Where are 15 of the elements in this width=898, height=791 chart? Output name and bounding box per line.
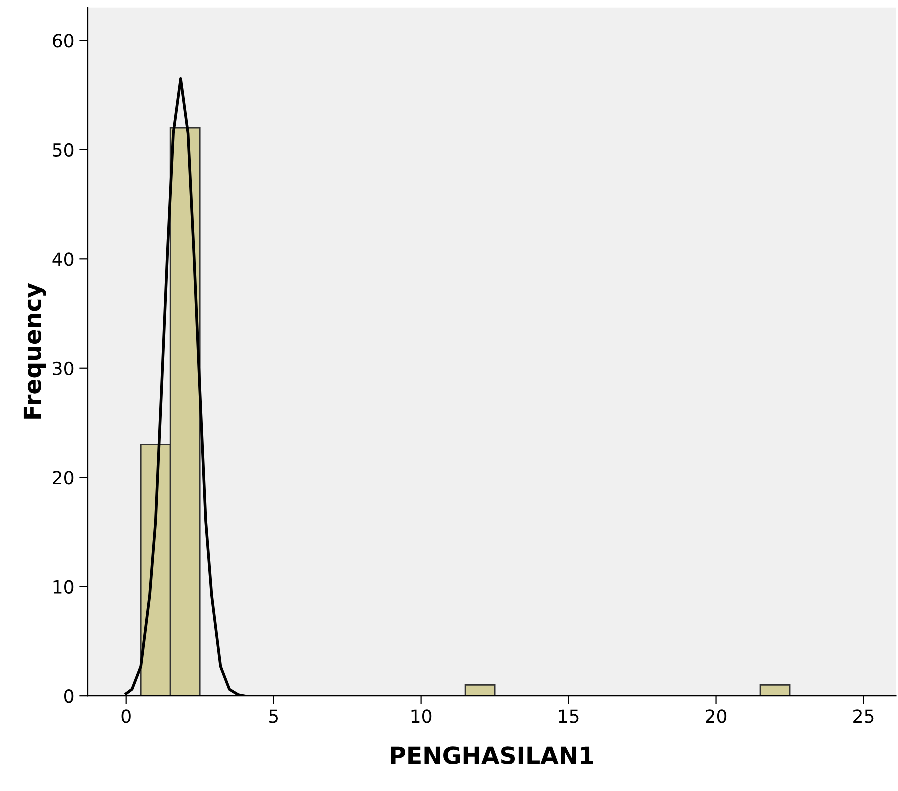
- x-tick-label: 5: [269, 710, 278, 724]
- y-tick-label: 30: [53, 362, 74, 376]
- x-axis-title: PENGHASILAN1: [391, 746, 594, 764]
- y-tick-label: 0: [64, 690, 74, 704]
- y-tick-label: 60: [53, 34, 74, 48]
- x-tick-label: 10: [412, 710, 432, 724]
- x-tick-label: 0: [122, 710, 131, 724]
- y-tick-label: 40: [52, 252, 74, 266]
- y-tick-label: 20: [53, 471, 74, 485]
- y-tick-label: 10: [54, 580, 74, 594]
- y-tick-label: 50: [53, 143, 74, 158]
- x-tick-label: 15: [559, 710, 579, 724]
- x-tick-label: 25: [854, 710, 874, 724]
- y-axis-title: Frequency: [24, 283, 46, 419]
- x-tick-label: 20: [706, 710, 727, 724]
